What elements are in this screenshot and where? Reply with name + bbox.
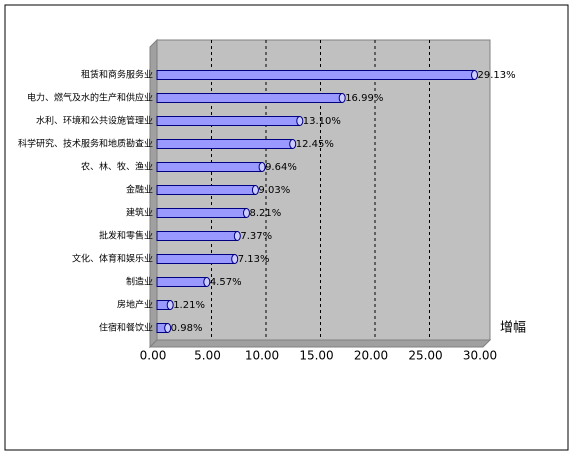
bar (156, 277, 208, 287)
x-tick-label: 0.00 (140, 349, 167, 363)
y-tick-label: 科学研究、技术服务和地质勘查业 (18, 138, 153, 150)
y-tick-label: 租赁和商务服务业 (81, 69, 153, 81)
y-tick-label: 水利、环境和公共设施管理业 (36, 115, 153, 127)
y-tick-label: 房地产业 (117, 299, 153, 311)
value-label: 8.21% (249, 208, 281, 219)
value-label: 4.57% (210, 277, 242, 288)
bar (156, 185, 256, 195)
y-tick-label: 建筑业 (126, 207, 153, 219)
value-label: 29.13% (478, 70, 516, 81)
x-tick-label: 20.00 (354, 349, 388, 363)
bar (156, 93, 343, 103)
plot-floor (148, 339, 492, 348)
y-tick-label: 文化、体育和娱乐业 (72, 253, 153, 265)
y-tick-label: 制造业 (126, 276, 153, 288)
y-tick-label: 农、林、牧、渔业 (81, 161, 153, 173)
bar-cap (258, 162, 266, 172)
bar-cap (251, 185, 259, 195)
value-label: 1.21% (173, 300, 205, 311)
bar-cap (296, 116, 304, 126)
y-tick-label: 批发和零售业 (99, 230, 153, 242)
x-tick-label: 15.00 (299, 349, 333, 363)
bar-cap (471, 70, 479, 80)
bar-cap (166, 300, 174, 310)
bar (156, 162, 263, 172)
bar-cap (203, 277, 211, 287)
bar-cap (242, 208, 250, 218)
value-label: 0.98% (171, 323, 203, 334)
value-label: 12.45% (296, 139, 334, 150)
value-label: 13.10% (303, 116, 341, 127)
y-tick-label: 电力、燃气及水的生产和供应业 (27, 92, 153, 104)
bar-cap (164, 323, 172, 333)
bar-cap (289, 139, 297, 149)
x-tick-label: 30.00 (463, 349, 497, 363)
axis-label: 增幅 (500, 321, 526, 336)
value-label: 7.13% (238, 254, 270, 265)
bar-cap (233, 231, 241, 241)
x-tick-label: 25.00 (408, 349, 442, 363)
x-tick-label: 5.00 (194, 349, 221, 363)
bar (156, 139, 294, 149)
y-tick-label: 金融业 (126, 184, 153, 196)
bar (156, 116, 301, 126)
value-label: 16.99% (345, 93, 383, 104)
bar (156, 254, 236, 264)
bar-cap (231, 254, 239, 264)
bar (156, 231, 238, 241)
x-tick-label: 10.00 (245, 349, 279, 363)
bar (156, 70, 476, 80)
bar-cap (338, 93, 346, 103)
value-label: 9.03% (258, 185, 290, 196)
bar (156, 208, 247, 218)
y-tick-label: 住宿和餐饮业 (99, 322, 153, 334)
value-label: 9.64% (265, 162, 297, 173)
value-label: 7.37% (240, 231, 272, 242)
